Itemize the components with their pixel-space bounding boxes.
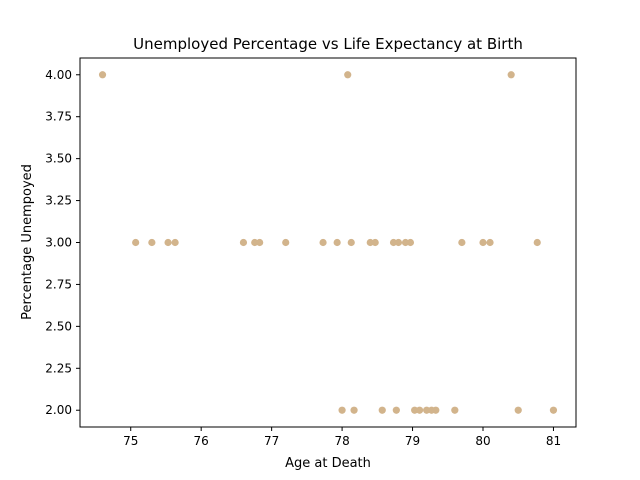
y-tick-label: 3.25 [45,194,72,208]
x-tick-label: 78 [334,434,349,448]
data-point [319,238,327,247]
x-axis: 75 76 77 78 79 80 81 [123,427,561,448]
data-point [486,238,494,247]
y-axis: 2.00 2.25 2.50 2.75 3.00 3.25 3.50 3.75 4.00 [45,68,80,417]
data-point [533,238,541,247]
data-point [282,238,290,247]
data-point [171,238,179,247]
data-point [389,238,398,247]
data-point [392,406,400,414]
data-point [479,238,487,247]
y-tick-label: 2.25 [45,361,72,375]
data-point [132,238,140,247]
data-point [148,238,156,247]
data-point [366,238,374,247]
y-tick-label: 2.00 [45,403,72,417]
x-axis-label: Age at Death [285,456,371,471]
data-point [411,406,419,414]
data-point [256,238,264,247]
points-layer [98,71,558,414]
y-tick-label: 2.50 [45,319,72,333]
data-point [164,238,172,247]
y-axis-label: Percentage Unempoyed [20,164,35,320]
data-point [401,238,410,247]
data-point [333,238,341,247]
x-tick-label: 77 [264,434,279,448]
data-point [394,238,403,247]
x-tick-label: 80 [475,434,490,448]
data-point [350,406,358,414]
data-point [451,406,459,414]
data-point [415,406,424,414]
data-point [549,406,558,414]
data-point [371,238,379,247]
data-point [458,238,466,247]
x-tick-label: 75 [123,434,138,448]
y-tick-label: 4.00 [45,68,72,82]
x-tick-label: 79 [405,434,420,448]
x-tick-label: 81 [546,434,561,448]
data-point [344,71,352,79]
data-point [514,406,522,414]
data-point [378,406,386,414]
chart-title: Unemployed Percentage vs Life Expectancy… [133,35,523,53]
y-tick-label: 3.50 [45,152,72,166]
data-point [347,238,355,247]
y-tick-label: 3.00 [45,236,72,250]
data-point [338,406,346,414]
y-tick-label: 3.75 [45,110,72,124]
data-point [239,238,248,247]
data-point [423,406,431,414]
data-point [98,71,107,79]
data-point [507,71,515,79]
x-tick-label: 76 [194,434,209,448]
data-point [406,238,415,247]
data-point [432,406,440,414]
y-tick-label: 2.75 [45,277,72,291]
data-point [251,238,259,247]
